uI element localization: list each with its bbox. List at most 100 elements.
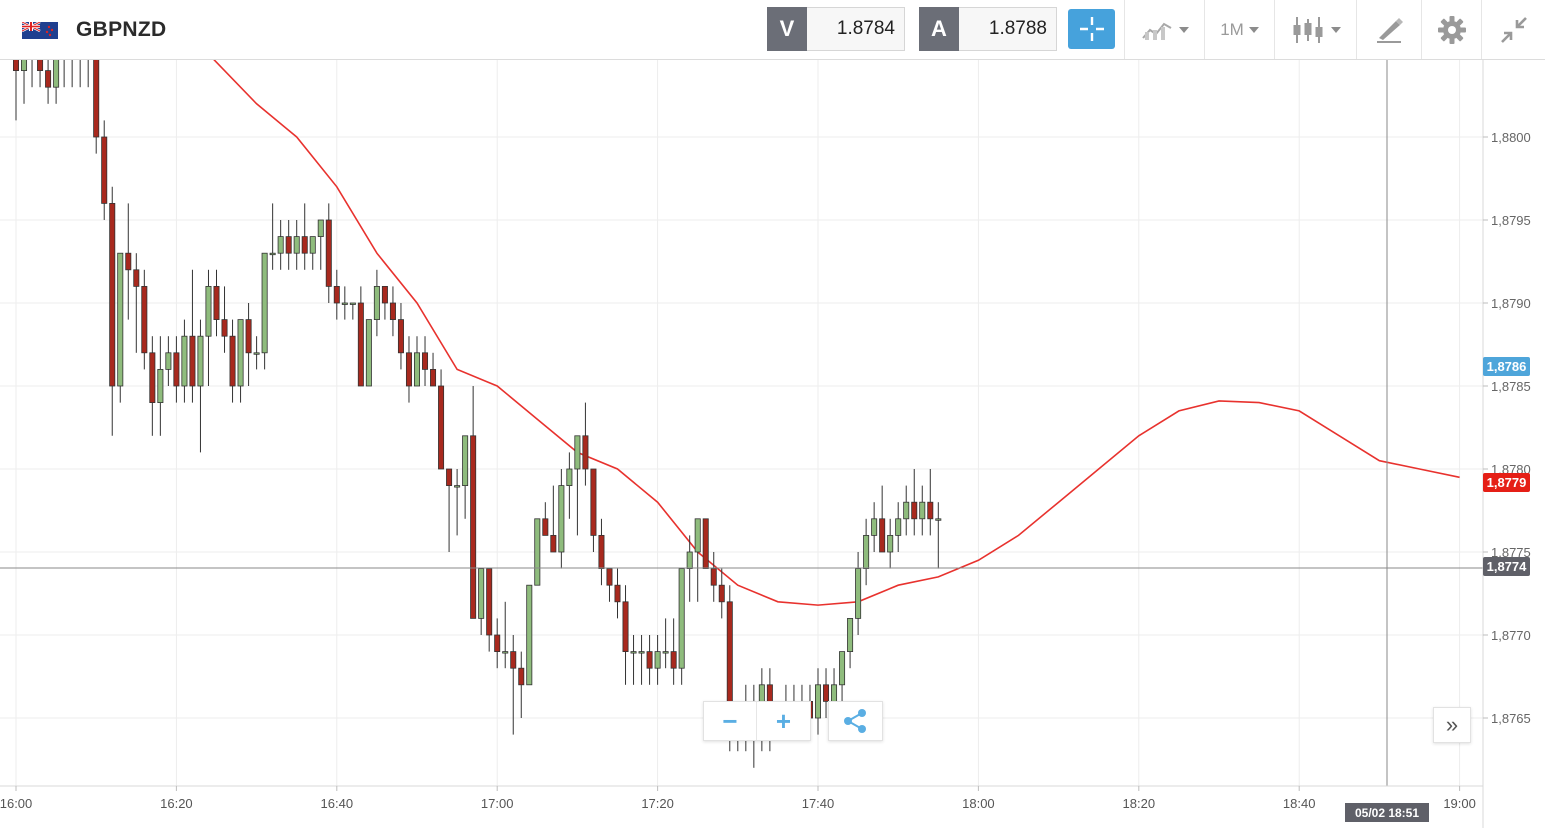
candle [53,60,60,104]
candle [702,518,709,569]
candle [373,269,380,337]
sell-label: V [767,6,807,51]
candle-body-down [582,435,589,470]
candle [887,518,894,569]
sell-quote-button[interactable]: V 1.8784 [767,6,905,51]
candle [237,319,244,403]
candle-body-up [293,236,300,254]
candle [117,252,124,403]
line-chart-icon [1141,22,1171,40]
share-button[interactable] [828,701,883,741]
time-tick-label: 19:00 [1443,796,1476,811]
candle [149,336,156,436]
candle [430,352,437,387]
candle-body-up [53,60,60,88]
candle [534,518,541,586]
candle-body-down [109,202,116,387]
candle [462,435,469,519]
candle-body-down [718,584,725,603]
candle-body-down [598,534,605,569]
candle [518,651,525,718]
candle-body-up [349,302,356,305]
candle [301,203,308,270]
chevron-down-icon [1330,26,1341,33]
crosshair-icon [1079,17,1104,41]
candle [470,386,477,619]
instrument-symbol: GBPNZD [76,18,167,41]
candle [662,618,669,669]
candle-body-up [871,518,878,536]
candle [189,269,196,403]
candle [646,635,653,685]
sell-price: 1.8784 [836,18,895,39]
crosshair-button[interactable] [1068,9,1115,49]
settings-button[interactable] [1421,0,1481,59]
candle-body-down [381,285,388,304]
candle-body-down [614,584,621,603]
candle [694,518,701,602]
timeframe-dropdown[interactable]: 1M [1204,0,1274,59]
candle [446,468,453,552]
candlestick-icon [1293,16,1322,43]
collapse-button[interactable] [1481,0,1545,59]
candle-body-up [21,60,28,72]
candle [903,485,910,536]
zoom-out-button[interactable]: − [704,702,757,740]
candle-body-up [855,568,862,619]
crosshair-price-tag: 1,8774 [1483,557,1530,577]
candle-body-down [101,136,108,204]
candle-body-down [823,684,830,702]
candle [927,469,934,536]
candle [718,568,725,619]
time-tick-label: 16:20 [160,796,193,811]
time-tick-label: 16:40 [321,796,354,811]
candle [895,502,902,552]
time-tick-label: 17:20 [641,796,674,811]
candle [157,336,164,436]
candle-body-down [301,236,308,254]
candle-style-dropdown[interactable] [1274,0,1356,59]
buy-quote-button[interactable]: A 1.8788 [919,6,1057,51]
candle [590,468,597,552]
candle-body-up [309,236,316,254]
candle [598,518,605,586]
candle [325,203,332,303]
candle [614,568,621,619]
candle-body-down [173,352,180,387]
candle-body-down [606,568,613,586]
gb-nz-flag-icon [22,21,58,39]
candle-body-down [646,651,653,669]
candle [879,485,886,553]
candle [558,469,565,569]
price-tick-label: 1,8785 [1491,379,1531,394]
drawing-tools-button[interactable] [1356,0,1421,59]
candle [494,618,501,669]
candle-body-up [373,285,380,320]
candle [101,120,108,220]
instrument-selector[interactable]: GBPNZD [22,14,166,46]
candle-body-down [245,319,252,354]
zoom-in-button[interactable]: + [775,705,792,736]
price-tick-label: 1,8765 [1491,711,1531,726]
candle [542,502,549,536]
candle [341,286,348,320]
candle [213,269,220,337]
candle [871,502,878,552]
candle [309,236,316,270]
candle-body-up [317,219,324,238]
candle [63,60,65,88]
candle-body-down [510,651,517,669]
candle [365,319,372,387]
candle [550,485,557,553]
scroll-to-end-button[interactable]: » [1433,707,1471,743]
chart-type-dropdown[interactable] [1124,0,1204,59]
candle [12,60,19,121]
timeframe-label: 1M [1220,19,1244,39]
candle [277,220,284,270]
moving-average-line [213,60,1460,606]
candle [526,584,533,686]
candle-body-up [630,651,637,654]
candle-body-up [502,651,509,654]
candle [622,585,629,685]
candle-body-up [566,468,573,487]
